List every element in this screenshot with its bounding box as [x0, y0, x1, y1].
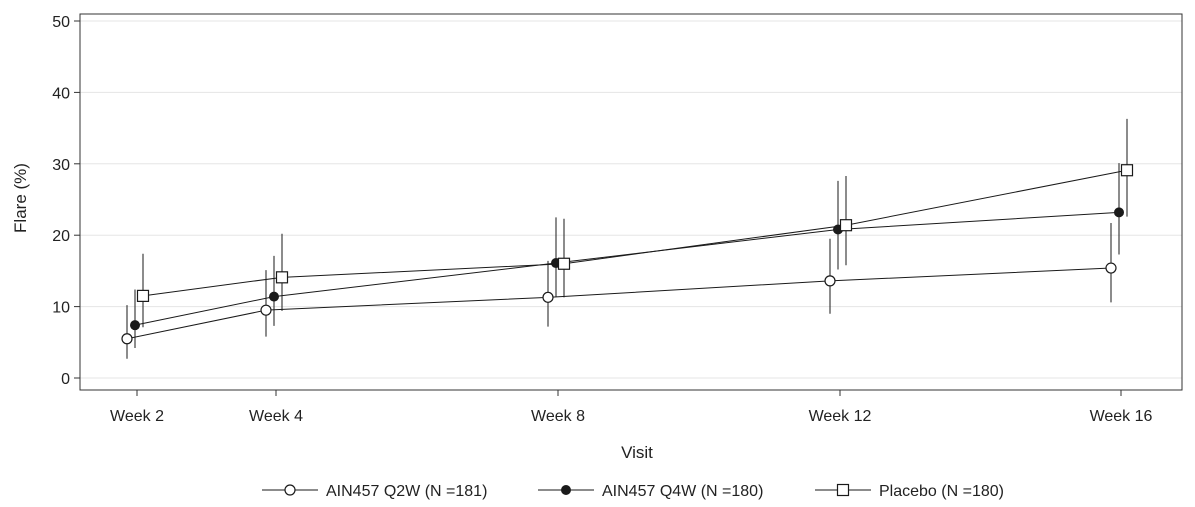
y-axis-title: Flare (%)	[11, 163, 30, 233]
x-tick-label: Week 4	[249, 408, 303, 425]
series-line	[134, 211, 1120, 326]
data-point	[557, 257, 571, 270]
data-point	[121, 333, 133, 345]
y-tick-label: 40	[52, 85, 70, 102]
gridlines	[80, 20, 1182, 379]
series-1	[121, 223, 1117, 359]
data-point	[542, 291, 554, 303]
data-point	[1105, 262, 1117, 274]
legend-label: AIN457 Q2W (N =181)	[326, 483, 487, 500]
series-3	[136, 118, 1134, 328]
data-point	[260, 304, 272, 316]
legend-item-3: Placebo (N =180)	[815, 483, 1004, 500]
data-point	[130, 320, 140, 331]
data-point	[275, 271, 289, 284]
data-point	[1120, 164, 1134, 177]
axes: 0 10 20 30 40 50 Week 2 Week 4 Week 8 Week 12 Week…	[52, 13, 1183, 425]
data-point	[824, 275, 836, 287]
legend-marker	[284, 484, 296, 496]
x-tick-label: Week 8	[531, 408, 585, 425]
x-axis-title: Visit	[621, 443, 653, 462]
series-group	[121, 118, 1134, 359]
legend: AIN457 Q2W (N =181) AIN457 Q4W (N =180) Pl…	[262, 483, 1004, 500]
y-tick-label: 50	[52, 14, 70, 31]
plot-frame	[79, 13, 1183, 391]
x-tick-label: Week 2	[110, 408, 164, 425]
legend-item-2: AIN457 Q4W (N =180)	[538, 483, 763, 500]
series-line	[142, 169, 1128, 297]
legend-marker	[836, 483, 850, 497]
data-point	[136, 289, 150, 302]
y-tick-label: 10	[52, 300, 70, 317]
x-tick-label: Week 12	[809, 408, 872, 425]
y-tick-label: 30	[52, 157, 70, 174]
data-point	[269, 291, 279, 302]
legend-marker	[561, 485, 571, 495]
data-point	[1114, 207, 1124, 218]
data-point	[839, 219, 853, 232]
legend-label: Placebo (N =180)	[879, 483, 1004, 500]
x-tick-label: Week 16	[1090, 408, 1153, 425]
y-tick-label: 20	[52, 228, 70, 245]
legend-item-1: AIN457 Q2W (N =181)	[262, 483, 487, 500]
legend-label: AIN457 Q4W (N =180)	[602, 483, 763, 500]
y-tick-label: 0	[61, 371, 70, 388]
